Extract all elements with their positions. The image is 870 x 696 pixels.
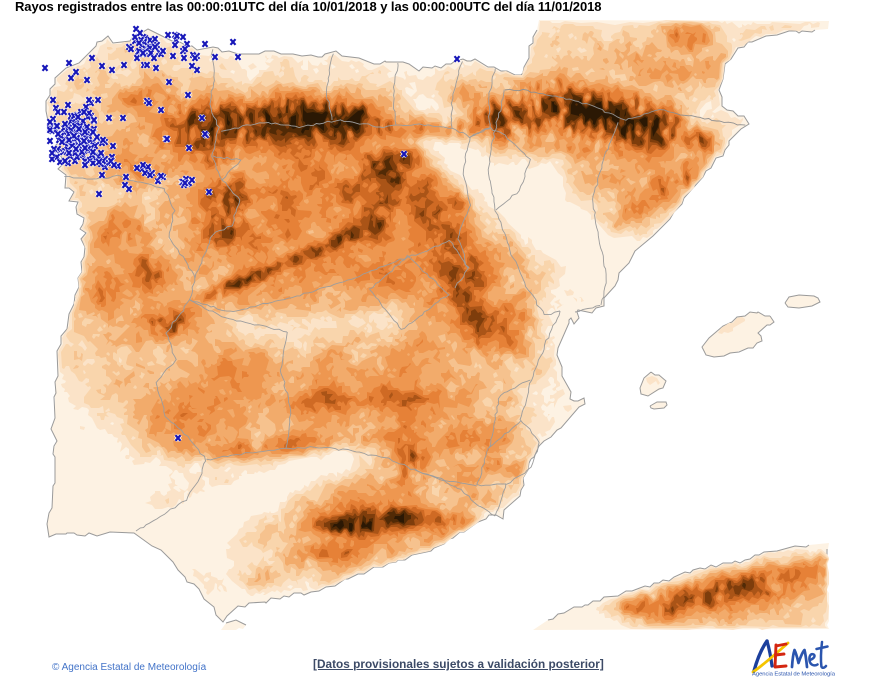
svg-text:Agencia Estatal de Meteorologí: Agencia Estatal de Meteorología [752, 672, 836, 678]
